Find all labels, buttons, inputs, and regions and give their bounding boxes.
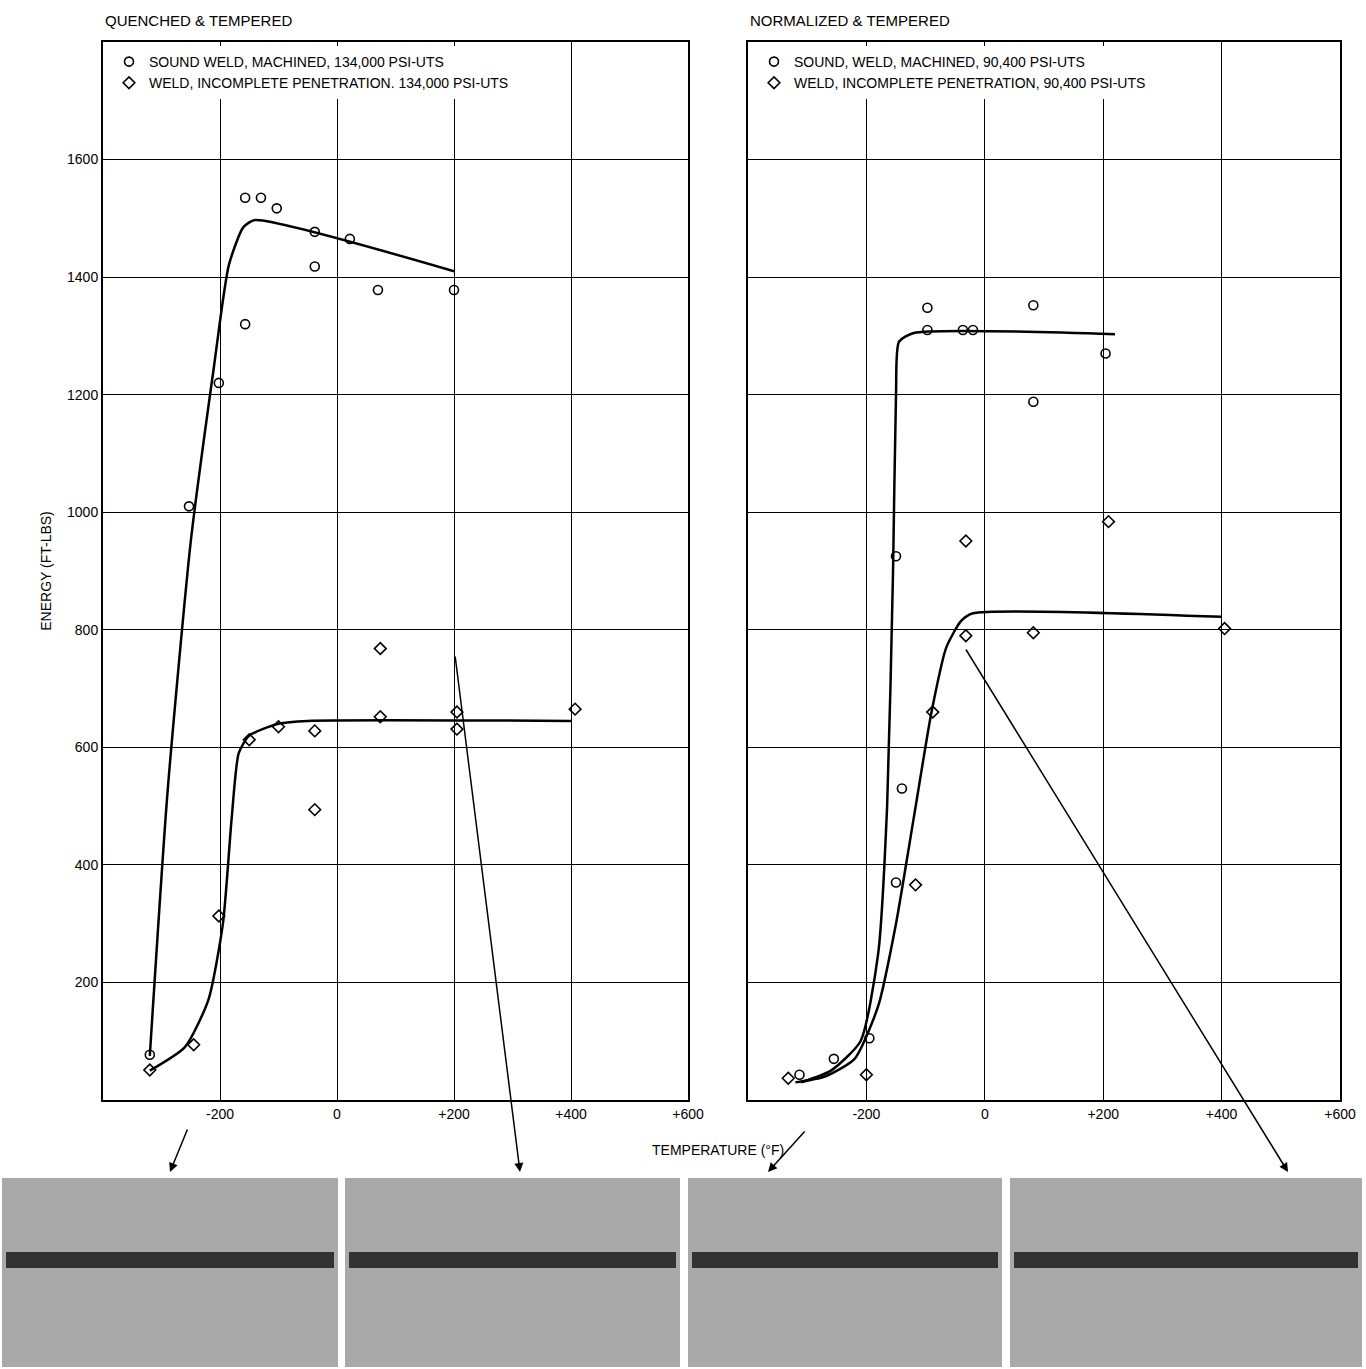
svg-text:400: 400 bbox=[75, 857, 99, 873]
svg-text:+600: +600 bbox=[672, 1106, 704, 1122]
svg-text:SOUND, WELD, MACHINED, 90,400: SOUND, WELD, MACHINED, 90,400 PSI-UTS bbox=[794, 54, 1085, 70]
svg-text:TEMPERATURE (°F): TEMPERATURE (°F) bbox=[652, 1142, 784, 1158]
svg-text:ENERGY (FT-LBS): ENERGY (FT-LBS) bbox=[38, 511, 54, 631]
svg-text:1400: 1400 bbox=[67, 269, 98, 285]
svg-text:WELD, INCOMPLETE PENETRATION,: WELD, INCOMPLETE PENETRATION, 90,400 PSI… bbox=[794, 75, 1145, 91]
svg-text:+200: +200 bbox=[1087, 1106, 1119, 1122]
svg-text:+200: +200 bbox=[438, 1106, 470, 1122]
svg-text:+400: +400 bbox=[555, 1106, 587, 1122]
svg-text:600: 600 bbox=[75, 739, 99, 755]
svg-text:WELD, INCOMPLETE PENETRATION.: WELD, INCOMPLETE PENETRATION. 134,000 PS… bbox=[149, 75, 508, 91]
svg-text:0: 0 bbox=[333, 1106, 341, 1122]
svg-text:+600: +600 bbox=[1324, 1106, 1356, 1122]
svg-text:-200: -200 bbox=[206, 1106, 234, 1122]
svg-text:200: 200 bbox=[75, 974, 99, 990]
svg-text:NORMALIZED & TEMPERED: NORMALIZED & TEMPERED bbox=[750, 12, 950, 29]
svg-text:0: 0 bbox=[981, 1106, 989, 1122]
svg-text:1000: 1000 bbox=[67, 504, 98, 520]
svg-text:+400: +400 bbox=[1206, 1106, 1238, 1122]
svg-text:1200: 1200 bbox=[67, 387, 98, 403]
svg-text:QUENCHED & TEMPERED: QUENCHED & TEMPERED bbox=[105, 12, 292, 29]
svg-text:SOUND WELD, MACHINED, 134,000: SOUND WELD, MACHINED, 134,000 PSI-UTS bbox=[149, 54, 444, 70]
svg-text:1600: 1600 bbox=[67, 151, 98, 167]
svg-text:800: 800 bbox=[75, 622, 99, 638]
svg-text:-200: -200 bbox=[852, 1106, 880, 1122]
